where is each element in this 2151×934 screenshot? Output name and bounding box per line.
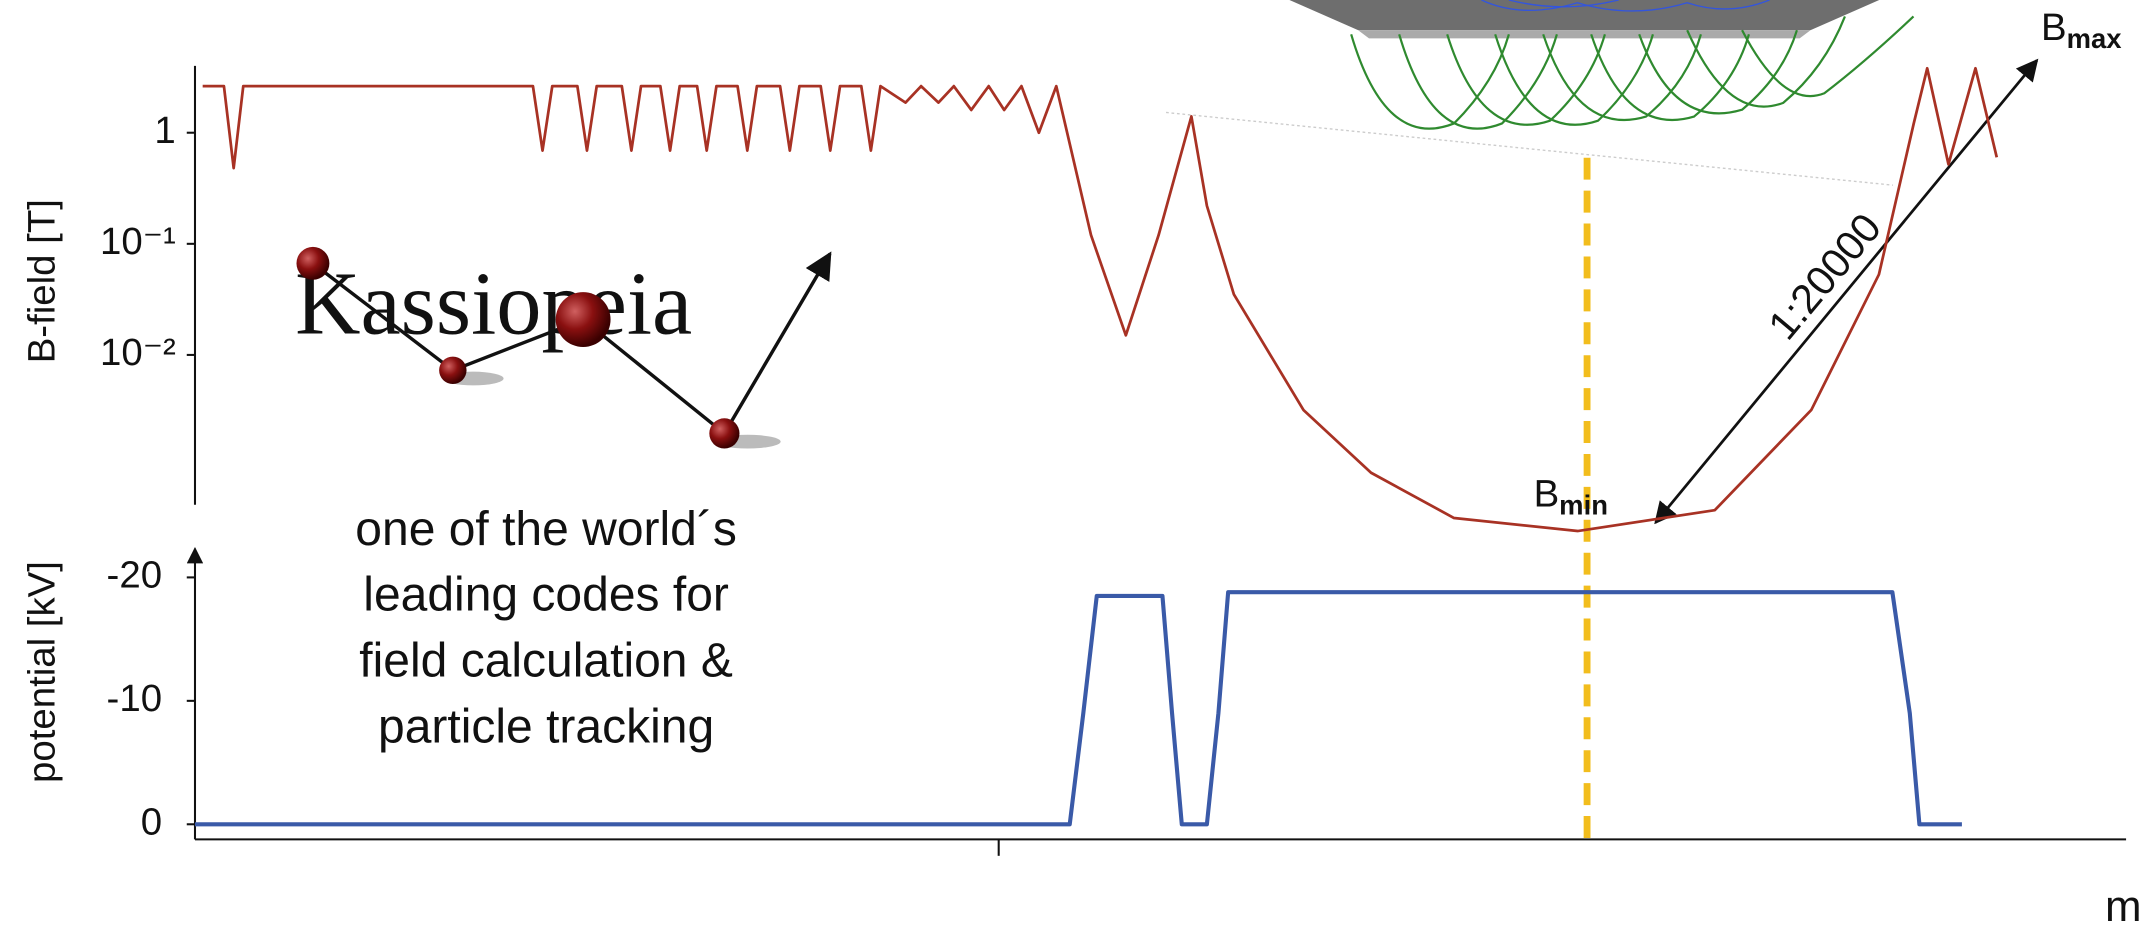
y-tick-label: 0 — [141, 800, 162, 843]
y-tick-label: -10 — [107, 677, 163, 720]
caption-line: one of the world´s — [355, 503, 737, 556]
y-axis-label: potential [kV] — [20, 561, 63, 783]
b-min-text: B — [1534, 473, 1560, 516]
b-max-label: Bmax — [2041, 6, 2122, 54]
y-tick-label: 10⁻¹ — [100, 220, 176, 263]
y-axis-label: B-field [T] — [20, 199, 63, 363]
b-min-sub: min — [1559, 490, 1608, 521]
caption-line: leading codes for — [363, 569, 729, 622]
x-axis-label: m — [2105, 882, 2142, 931]
y-tick-label: 10⁻² — [100, 331, 176, 374]
caption-line: particle tracking — [378, 700, 714, 753]
b-max-text: B — [2041, 6, 2067, 49]
page: B-field [T] potential [kV] m Kassiopeia … — [0, 0, 2151, 934]
ratio-arrow — [1656, 60, 2037, 522]
logo-text: Kassiopeia — [295, 252, 692, 353]
y-tick-label: 1 — [154, 109, 175, 152]
y-tick-label: -20 — [107, 554, 163, 597]
ratio-label: 1:20000 — [1759, 205, 1890, 348]
logo: Kassiopeia — [295, 247, 830, 449]
b-max-sub: max — [2067, 23, 2123, 54]
b-min-label: Bmin — [1534, 473, 1608, 521]
caption-line: field calculation & — [359, 634, 733, 687]
figure: B-field [T] potential [kV] m Kassiopeia … — [0, 0, 2151, 934]
trap-illustration — [1166, 0, 1913, 185]
